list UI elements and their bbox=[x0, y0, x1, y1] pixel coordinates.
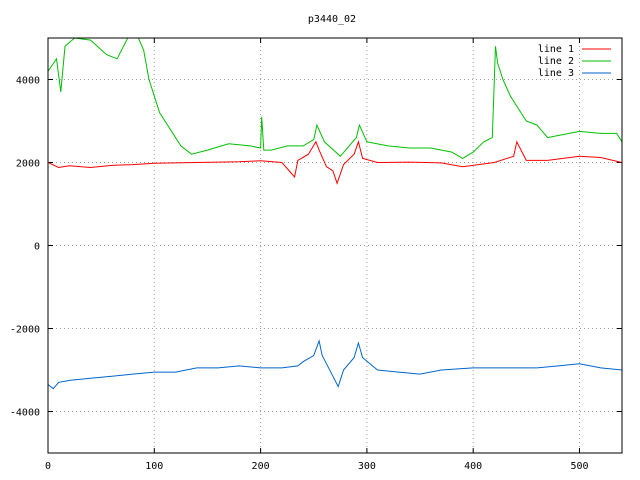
y-tick-label: 4000 bbox=[16, 76, 40, 87]
y-tick-label: -2000 bbox=[10, 325, 40, 336]
series-line-2 bbox=[48, 38, 622, 159]
axis-ticks: 0 100 200 300 400 500 -4000 -2000 0 2000 4000 bbox=[10, 38, 622, 472]
legend-label: line 2 bbox=[538, 56, 574, 67]
legend-label: line 1 bbox=[538, 44, 574, 55]
series-line-1 bbox=[48, 140, 622, 185]
chart-title: p3440_02 bbox=[308, 14, 356, 25]
x-tick-label: 300 bbox=[358, 461, 376, 472]
grid-lines bbox=[48, 38, 622, 453]
y-tick-label: -4000 bbox=[10, 408, 40, 419]
y-tick-label: 0 bbox=[34, 242, 40, 253]
x-tick-label: 500 bbox=[570, 461, 588, 472]
x-tick-label: 400 bbox=[464, 461, 482, 472]
y-tick-label: 2000 bbox=[16, 159, 40, 170]
x-tick-label: 200 bbox=[252, 461, 270, 472]
series-line-3 bbox=[48, 339, 622, 390]
plot-frame bbox=[47, 37, 623, 454]
x-tick-label: 100 bbox=[145, 461, 163, 472]
x-tick-label: 0 bbox=[45, 461, 51, 472]
series-lines bbox=[48, 38, 622, 390]
legend-label: line 3 bbox=[538, 68, 574, 79]
